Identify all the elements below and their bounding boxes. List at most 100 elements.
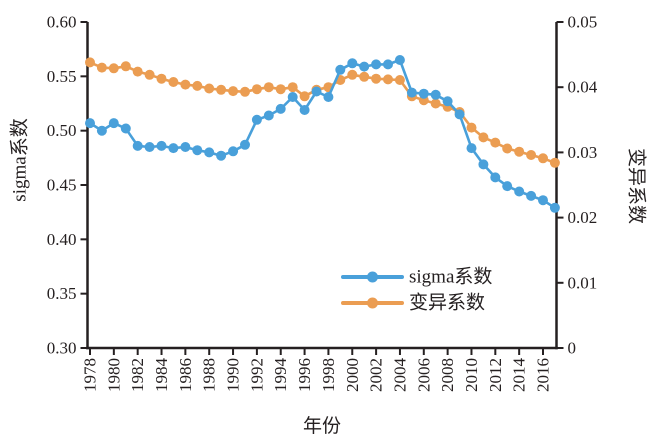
cv-series-marker — [263, 82, 274, 93]
sigma-series-marker — [347, 58, 358, 69]
cv-series-marker — [478, 132, 489, 143]
left-axis-tick-label: 0.40 — [47, 230, 77, 249]
cv-series-marker — [192, 80, 203, 91]
right-axis-tick-label: 0.03 — [568, 143, 598, 162]
x-axis-tick-label: 2002 — [367, 358, 386, 392]
left-axis-tick-label: 0.60 — [47, 13, 77, 32]
cv-series-marker — [168, 77, 179, 87]
legend-label-cv: 变异系数 — [409, 292, 485, 314]
cv-series-marker — [466, 122, 477, 133]
sigma-series-marker — [406, 87, 417, 98]
x-axis-tick-label: 2012 — [486, 358, 505, 392]
cv-series-marker — [383, 74, 393, 85]
sigma-series-marker — [108, 118, 119, 129]
right-axis: 0.05 0.04 0.03 0.02 0.01 0 — [556, 13, 598, 358]
x-axis-tick-label: 2010 — [462, 358, 481, 392]
cv-series-marker — [108, 63, 119, 74]
x-axis-tick-label: 2008 — [438, 358, 457, 392]
sigma-series-marker — [120, 123, 131, 134]
cv-series-marker — [180, 79, 191, 90]
right-axis-tick-label: 0.05 — [568, 13, 598, 32]
sigma-series-marker — [323, 92, 334, 102]
sigma-series-marker — [311, 86, 322, 97]
sigma-series-marker — [216, 150, 227, 161]
cv-series-marker — [359, 71, 370, 82]
sigma-series-marker — [454, 109, 465, 120]
cv-series-marker — [216, 84, 227, 95]
cv-series-marker — [526, 150, 537, 160]
sigma-series-marker — [251, 114, 262, 125]
right-axis-tick-label: 0 — [568, 339, 577, 358]
sigma-series-marker — [299, 105, 310, 115]
sigma-series-line — [88, 58, 557, 210]
axes — [86, 22, 558, 350]
sigma-series-marker — [526, 190, 537, 201]
cv-series-marker — [299, 91, 310, 102]
sigma-series-marker — [180, 142, 191, 152]
sigma-series-marker — [156, 140, 167, 151]
cv-series-line — [88, 61, 557, 165]
cv-series-marker — [430, 98, 441, 109]
legend-label-sigma: sigma系数 — [409, 266, 492, 288]
sigma-series-marker — [240, 139, 250, 150]
sigma-series-marker — [263, 110, 274, 121]
x-axis-tick-label: 1990 — [224, 358, 243, 392]
x-axis-tick-label: 1978 — [81, 358, 100, 392]
cv-series-marker — [371, 73, 382, 84]
series-sigma — [85, 55, 560, 213]
sigma-series-marker — [359, 61, 370, 72]
left-axis-title: sigma系数 — [9, 118, 31, 201]
x-axis-tick-label: 1984 — [152, 358, 171, 393]
cv-series-marker — [144, 69, 155, 80]
x-axis-title: 年份 — [303, 415, 341, 437]
bottom-axis: 1978 1980 1982 1984 1986 1988 1990 1992 1994 1996… — [81, 348, 553, 392]
sigma-series-marker — [466, 143, 477, 154]
x-axis-tick-label: 1996 — [295, 358, 314, 392]
cv-series-marker — [120, 61, 131, 72]
cv-series-marker — [204, 83, 215, 94]
x-axis-tick-label: 2014 — [510, 358, 529, 393]
x-axis-tick-label: 1992 — [247, 358, 266, 392]
x-axis-tick-label: 2000 — [343, 358, 362, 392]
sigma-series-marker — [168, 143, 179, 154]
right-axis-tick-label: 0.04 — [568, 78, 598, 97]
sigma-series-marker — [371, 59, 382, 70]
sigma-series-marker — [538, 195, 548, 206]
cv-series-marker — [347, 69, 358, 80]
sigma-series-marker — [430, 89, 441, 100]
cv-series-marker — [132, 66, 143, 77]
left-axis-tick-label: 0.30 — [47, 339, 77, 358]
left-axis-tick-label: 0.50 — [47, 121, 77, 140]
x-axis-tick-label: 2006 — [414, 358, 433, 392]
left-axis-tick-label: 0.55 — [47, 67, 77, 86]
sigma-series-marker — [228, 146, 239, 157]
sigma-series-marker — [394, 55, 405, 65]
cv-series-marker — [394, 75, 405, 85]
left-axis-tick-label: 0.45 — [47, 176, 77, 195]
sigma-series-marker — [383, 59, 393, 70]
series-cv — [85, 57, 560, 168]
sigma-series-marker — [85, 118, 95, 129]
cv-series-marker — [514, 146, 525, 157]
x-axis-tick-label: 1980 — [104, 358, 123, 392]
sigma-series-marker — [549, 202, 560, 213]
sigma-series-marker — [132, 140, 143, 151]
x-axis-tick-label: 1988 — [200, 358, 219, 392]
sigma-series-marker — [275, 103, 286, 114]
sigma-series-marker — [502, 181, 513, 192]
sigma-series-marker — [418, 88, 429, 99]
right-axis-title: 变异系数 — [626, 148, 648, 224]
sigma-series-marker — [514, 186, 525, 197]
sigma-series-marker — [192, 145, 203, 156]
sigma-series-marker — [478, 159, 489, 170]
x-axis-tick-label: 2004 — [390, 358, 409, 393]
legend-marker-cv — [367, 297, 378, 309]
x-axis-tick-label: 1998 — [319, 358, 338, 392]
cv-series-marker — [251, 84, 262, 95]
left-axis-tick-label: 0.35 — [47, 284, 77, 303]
sigma-series-marker — [144, 142, 155, 152]
x-axis-tick-label: 1994 — [271, 358, 290, 393]
